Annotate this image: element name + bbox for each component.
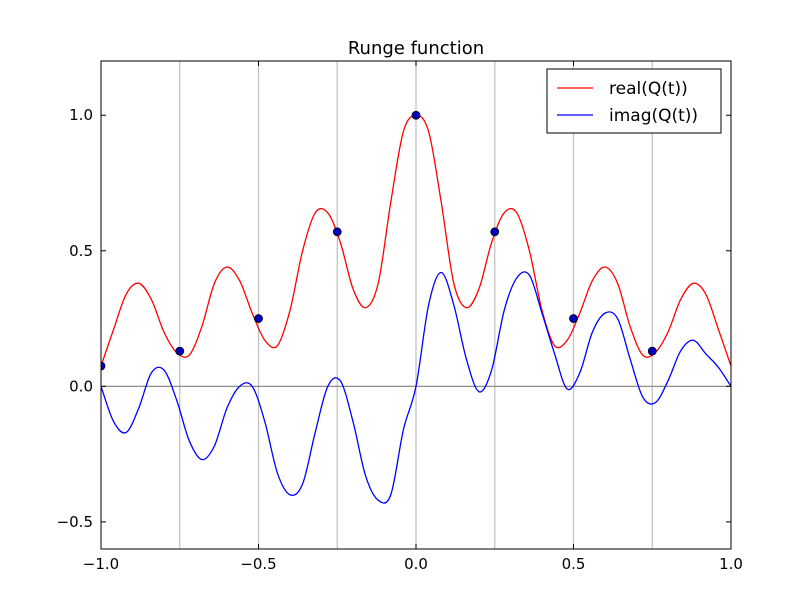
gridlines [179, 61, 653, 549]
plot-series [101, 110, 731, 504]
sample-point-0 [101, 361, 106, 371]
tick-marks [100, 61, 732, 549]
x-tick-label-0: −1.0 [83, 555, 119, 573]
sample-point-4 [411, 110, 421, 120]
x-tick-label-2: 0.0 [404, 555, 428, 573]
x-tick-label-4: 1.0 [719, 555, 743, 573]
legend-label-0: real(Q(t)) [609, 79, 688, 99]
sample-point-1 [175, 346, 185, 356]
x-tick-label-3: 0.5 [562, 555, 586, 573]
x-tick-label-1: −0.5 [240, 555, 276, 573]
chart-title: Runge function [348, 38, 484, 59]
legend-box [546, 68, 722, 134]
series-line-1 [101, 271, 731, 504]
legend-label-1: imag(Q(t)) [609, 106, 698, 126]
y-tick-label-0: −0.5 [57, 513, 93, 531]
legend: real(Q(t)) imag(Q(t)) [546, 68, 722, 134]
sample-point-5 [490, 227, 500, 237]
y-tick-label-1: 0.0 [69, 377, 93, 395]
sample-point-7 [647, 346, 657, 356]
sample-point-2 [254, 314, 263, 323]
y-tick-labels: −0.5 0.0 0.5 1.0 [57, 106, 93, 531]
y-tick-label-3: 1.0 [69, 106, 93, 124]
x-tick-labels: −1.0 −0.5 0.0 0.5 1.0 [83, 555, 743, 573]
sample-point-3 [332, 227, 342, 237]
y-tick-label-2: 0.5 [69, 242, 93, 260]
sample-point-6 [569, 314, 578, 323]
